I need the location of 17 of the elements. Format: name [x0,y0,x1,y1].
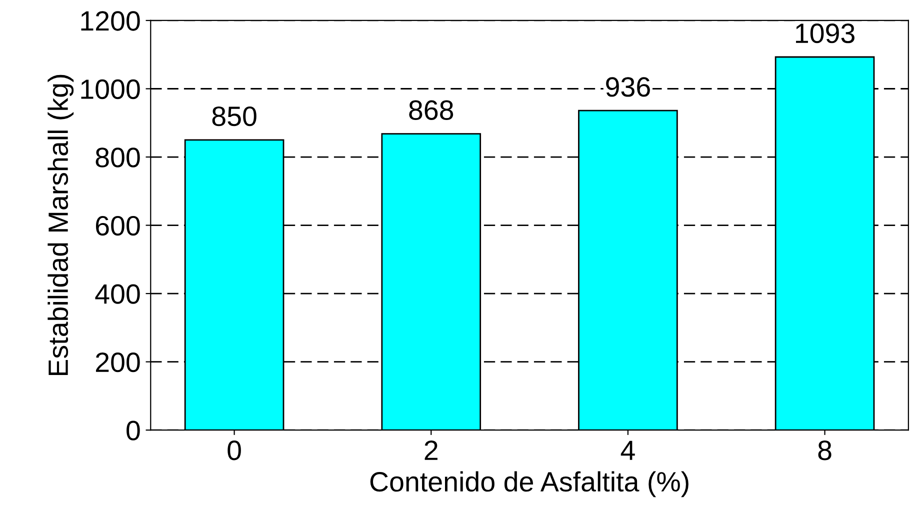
y-tick-label: 200 [96,352,140,372]
x-tick-label: 4 [620,440,635,460]
data-label: 850 [212,106,256,126]
x-tick-label: 2 [424,440,438,460]
data-label: 1093 [796,24,854,44]
y-tick-label: 600 [96,216,140,236]
x-tick-label: 8 [818,440,832,460]
x-tick-label: 0 [228,440,241,460]
y-tick-label: 0 [126,420,140,440]
data-label: 868 [409,100,454,120]
y-tick-label: 400 [95,284,140,304]
data-label: 936 [606,77,650,97]
y-tick-label: 800 [96,148,140,168]
y-tick-label: 1200 [81,11,140,31]
y-axis-title: Estabilidad Marshall (kg) [48,74,74,376]
x-axis-title: Contenido de Asfaltita (%) [370,471,688,498]
y-tick-label: 1000 [81,79,140,100]
